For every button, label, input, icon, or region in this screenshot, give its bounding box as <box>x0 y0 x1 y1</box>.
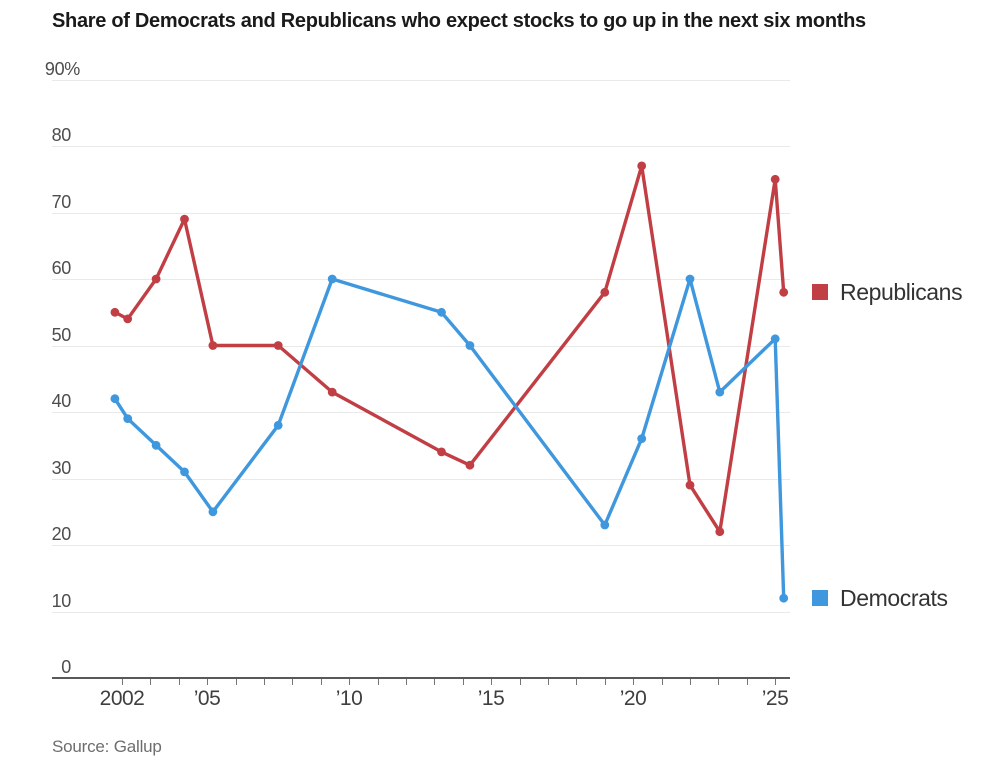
democrats-legend-label: Democrats <box>840 585 948 611</box>
x-axis-tick-label: 2002 <box>99 687 145 710</box>
republicans-data-point <box>151 274 161 284</box>
democrats-data-point <box>600 520 610 530</box>
republicans-data-point <box>600 287 610 297</box>
x-axis-tick-label: ’25 <box>761 687 789 710</box>
x-axis-tick-label: ’20 <box>619 687 647 710</box>
republicans-data-point <box>273 341 283 350</box>
x-axis-tick <box>775 679 776 685</box>
y-gridline <box>52 146 790 147</box>
republicans-data-point <box>327 387 337 397</box>
y-axis-tick-label: 30 <box>51 458 72 478</box>
republicans-data-point <box>180 214 189 224</box>
republicans-legend-label: Republicans <box>840 279 963 305</box>
y-axis-tick-label: 60 <box>51 258 72 278</box>
republicans-data-point <box>123 314 133 324</box>
democrats-data-point <box>437 307 446 317</box>
y-gridline <box>52 545 790 546</box>
x-axis-tick <box>747 679 748 685</box>
x-axis-tick <box>605 679 606 685</box>
democrats-data-point <box>151 440 161 450</box>
democrats-data-point <box>123 414 133 423</box>
y-axis-tick-label: 0 <box>61 657 71 677</box>
x-axis-tick <box>292 679 293 685</box>
republicans-data-point <box>465 460 475 470</box>
republicans-data-point <box>770 174 780 184</box>
democrats-data-point <box>685 274 695 284</box>
democrats-data-point <box>327 274 337 284</box>
democrats-data-point <box>110 394 120 404</box>
x-axis-tick <box>690 679 691 685</box>
x-axis-tick <box>406 679 407 685</box>
y-axis-tick-label: 90% <box>44 59 80 79</box>
x-axis-tick <box>264 679 265 685</box>
y-axis-tick-label: 50 <box>51 325 72 345</box>
y-gridline <box>52 279 790 280</box>
source-note: Source: Gallup <box>52 737 162 756</box>
y-gridline <box>52 479 790 480</box>
democrats-data-point <box>180 467 189 477</box>
x-axis-tick <box>349 679 350 685</box>
x-axis-tick <box>236 679 237 685</box>
x-axis-tick <box>520 679 521 685</box>
y-gridline <box>52 412 790 413</box>
x-axis-tick <box>378 679 379 685</box>
republicans-data-point <box>110 307 120 317</box>
y-axis-tick-label: 10 <box>51 591 72 611</box>
republicans-data-point <box>637 161 647 171</box>
chart-title: Share of Democrats and Republicans who e… <box>52 10 866 32</box>
x-axis-tick <box>633 679 634 685</box>
republicans-data-point <box>208 341 218 350</box>
x-axis-tick-label: ’15 <box>477 687 505 710</box>
y-axis-tick-label: 70 <box>51 192 72 212</box>
y-gridline <box>52 80 790 81</box>
x-axis-tick <box>179 679 180 685</box>
y-gridline <box>52 346 790 347</box>
x-axis-tick <box>150 679 151 685</box>
y-axis-tick-label: 20 <box>51 524 72 544</box>
x-axis-tick <box>718 679 719 685</box>
x-axis-tick <box>321 679 322 685</box>
democrats-data-point <box>715 387 725 397</box>
democrats-legend-swatch-icon <box>812 590 828 606</box>
republicans-data-point <box>685 480 695 490</box>
x-axis-tick <box>491 679 492 685</box>
democrats-data-point <box>273 420 283 430</box>
democrats-data-point <box>637 434 647 443</box>
x-axis-tick <box>434 679 435 685</box>
x-axis-tick <box>548 679 549 685</box>
x-axis-tick <box>207 679 208 685</box>
x-axis-tick-label: ’05 <box>193 687 221 710</box>
x-axis-tick <box>463 679 464 685</box>
democrats-data-point <box>779 593 789 603</box>
democrats-data-point <box>770 334 780 344</box>
x-axis-line <box>52 677 790 679</box>
republicans-data-point <box>715 527 725 537</box>
x-axis-tick-label: ’10 <box>335 687 363 710</box>
x-axis-tick <box>576 679 577 685</box>
republicans-data-point <box>437 447 446 457</box>
republicans-legend-swatch-icon <box>812 284 828 300</box>
y-gridline <box>52 612 790 613</box>
y-gridline <box>52 213 790 214</box>
republicans-data-point <box>779 287 789 297</box>
y-axis-tick-label: 80 <box>51 125 72 145</box>
democrats-data-point <box>208 507 218 517</box>
x-axis-tick <box>662 679 663 685</box>
x-axis-tick <box>122 679 123 685</box>
y-axis-tick-label: 40 <box>51 391 72 411</box>
democrats-data-point <box>465 341 475 350</box>
